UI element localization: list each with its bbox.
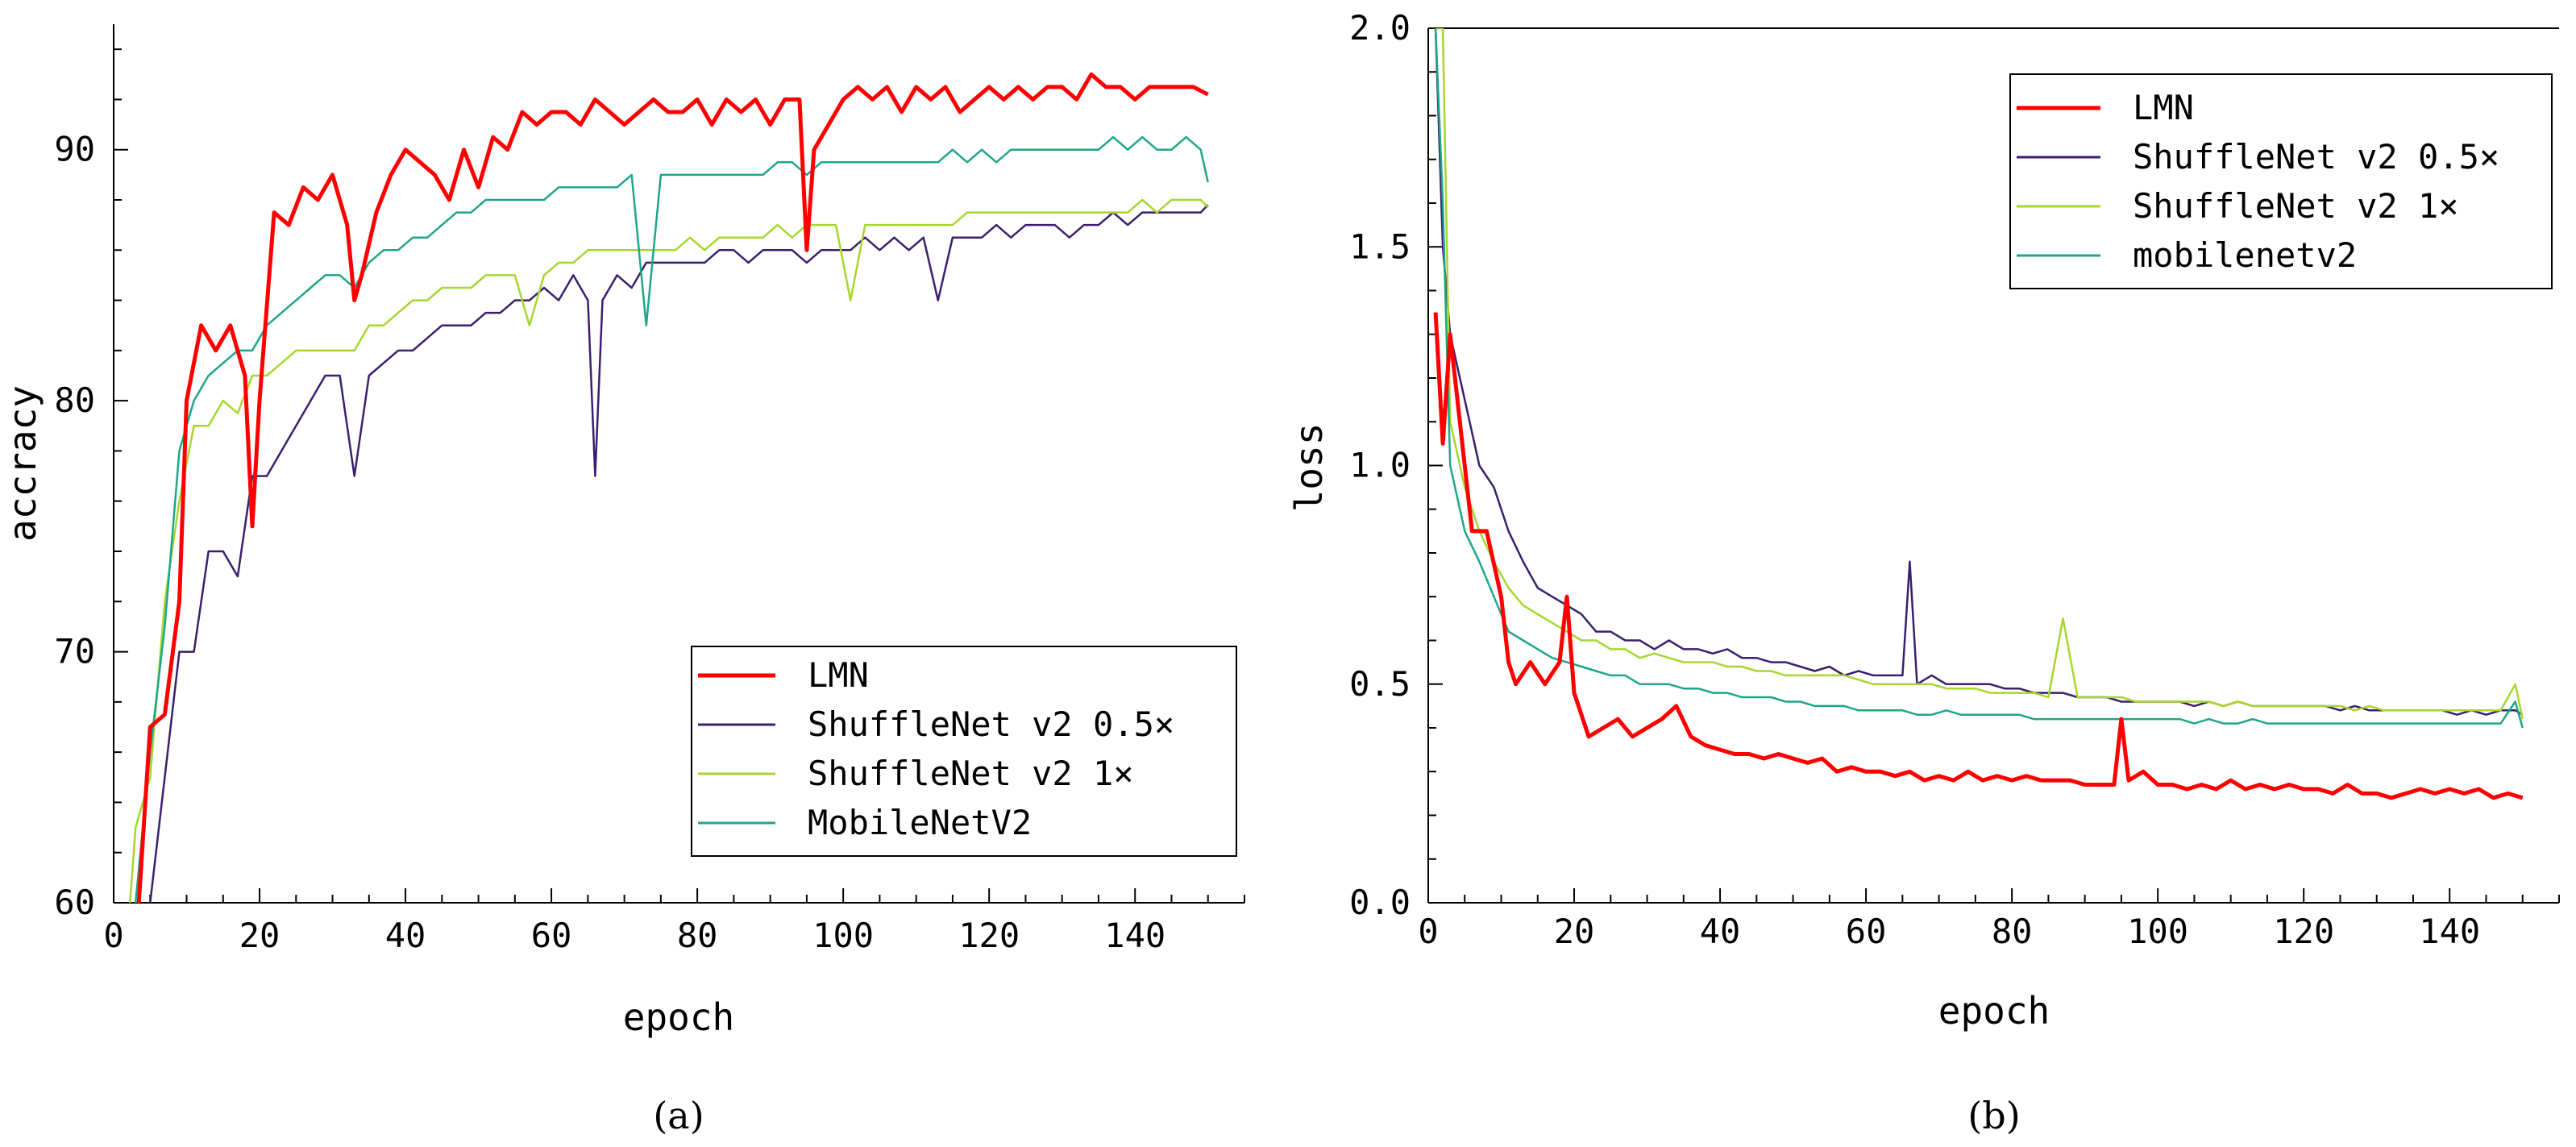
x-tick-label-b: 20 (1554, 912, 1595, 951)
y-tick-labels-a: 60 70 80 90 (54, 130, 95, 922)
x-tick-label-a: 120 (958, 916, 1020, 955)
x-tick-label-b: 0 (1418, 912, 1438, 951)
y-tick-label-a: 80 (54, 380, 95, 420)
series-line-b-2 (1435, 28, 2524, 720)
x-tick-label-a: 80 (677, 916, 718, 955)
x-tick-labels-b: 0 20 40 60 80 100 120 140 (1418, 912, 2480, 951)
y-tick-label-a: 90 (54, 130, 95, 169)
legend-label-a-3: MobileNetV2 (808, 803, 1032, 842)
caption-b: (b) (1967, 1094, 2020, 1137)
x-tick-label-a: 100 (812, 916, 874, 955)
x-tick-label-b: 40 (1700, 912, 1741, 951)
y-tick-label-b: 0.5 (1349, 664, 1411, 704)
y-tick-labels-b: 0.0 0.5 1.0 1.5 2.0 (1349, 8, 1411, 922)
series-lines-a (129, 72, 1209, 903)
legend-b: LMN ShuffleNet v2 0.5× ShuffleNet v2 1× … (2009, 73, 2553, 289)
series-line-b-1 (1434, 28, 2524, 716)
x-tick-label-a: 140 (1104, 916, 1165, 955)
x-tick-labels-a: 0 20 40 60 80 100 120 140 (103, 916, 1165, 955)
x-tick-label-b: 120 (2273, 912, 2334, 951)
y-tick-label-b: 1.0 (1349, 446, 1411, 485)
series-line-a-0 (136, 72, 1209, 903)
x-tick-label-b: 100 (2127, 912, 2188, 951)
x-tick-label-b: 140 (2419, 912, 2480, 951)
x-tick-label-a: 20 (239, 916, 280, 955)
x-tick-label-a: 40 (385, 916, 426, 955)
series-line-a-3 (134, 135, 1209, 903)
x-tick-label-b: 60 (1846, 912, 1887, 951)
caption-a: (a) (653, 1094, 704, 1137)
series-lines-b (1433, 28, 2524, 800)
x-axis-label-a: epoch (623, 995, 734, 1039)
x-tick-label-a: 0 (103, 916, 123, 955)
y-tick-label-b: 0.0 (1349, 883, 1411, 922)
legend-label-b-0: LMN (2133, 88, 2194, 127)
y-axis-label-b: loss (1287, 423, 1331, 513)
series-line-a-2 (129, 198, 1209, 903)
legend-label-b-3: mobilenetv2 (2133, 235, 2357, 275)
legend-label-b-1: ShuffleNet v2 0.5× (2133, 137, 2499, 177)
legend-label-a-1: ShuffleNet v2 0.5× (808, 704, 1174, 744)
legend-box-a (691, 646, 1237, 857)
y-tick-label-b: 1.5 (1349, 226, 1411, 266)
y-tick-label-a: 60 (54, 883, 95, 922)
legend-label-b-2: ShuffleNet v2 1× (2133, 186, 2459, 226)
y-tick-label-a: 70 (54, 632, 95, 671)
y-tick-label-b: 2.0 (1349, 8, 1411, 48)
series-line-a-1 (149, 204, 1209, 903)
chart-panel-b: 0 20 40 60 80 100 120 140 0.0 0.5 1.0 1.5 2.0 epoch… (1287, 8, 2560, 1137)
legend-label-a-0: LMN (808, 655, 869, 695)
x-axis-label-b: epoch (1938, 989, 2050, 1033)
y-axis-label-a: accracy (1, 385, 44, 542)
axes-b (1427, 27, 2560, 904)
series-line-b-3 (1434, 28, 2524, 729)
x-tick-label-a: 60 (531, 916, 572, 955)
series-line-b-0 (1433, 312, 2524, 800)
x-tick-label-b: 80 (1992, 912, 2033, 951)
legend-a: LMN ShuffleNet v2 0.5× ShuffleNet v2 1× … (691, 646, 1237, 857)
chart-panel-a: 0 20 40 60 80 100 120 140 60 70 80 90 epoch accrac… (1, 24, 1245, 1137)
axes-a (113, 24, 1245, 904)
legend-label-a-2: ShuffleNet v2 1× (808, 754, 1134, 793)
